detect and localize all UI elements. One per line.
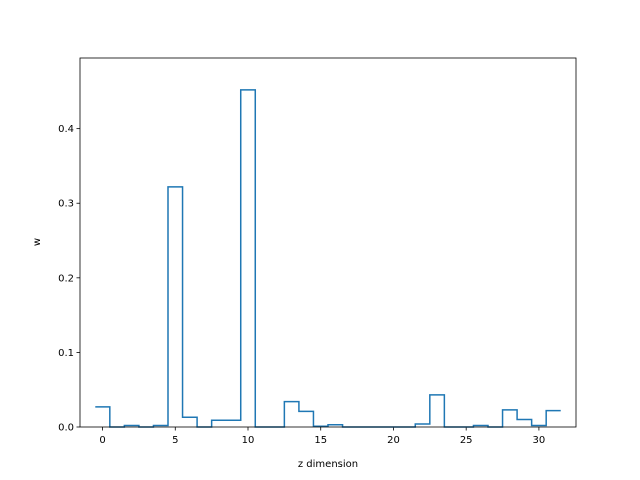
y-tick-label: 0.1 [58, 348, 74, 359]
x-tick-label: 0 [99, 435, 105, 446]
y-axis-ticks: 0.0 0.1 0.2 0.3 0.4 [58, 124, 80, 434]
y-axis-label: w [32, 238, 43, 246]
x-tick-label: 10 [242, 435, 255, 446]
y-tick-label: 0.3 [58, 199, 74, 210]
y-tick-label: 0.4 [58, 124, 74, 135]
x-tick-label: 5 [172, 435, 178, 446]
y-tick-label: 0.2 [58, 273, 74, 284]
x-tick-label: 25 [460, 435, 473, 446]
series-line [95, 89, 561, 428]
plot-area-frame [79, 57, 577, 428]
x-axis-label: z dimension [298, 459, 358, 470]
x-tick-label: 15 [314, 435, 327, 446]
y-tick-label: 0.0 [58, 423, 74, 434]
x-tick-label: 30 [533, 435, 546, 446]
x-tick-label: 20 [387, 435, 400, 446]
